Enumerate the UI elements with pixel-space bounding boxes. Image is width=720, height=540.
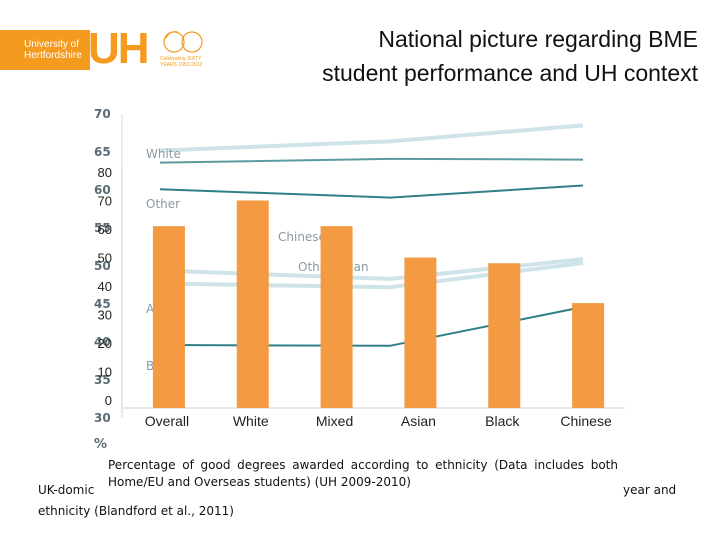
background-caption-left: UK-domic bbox=[38, 483, 95, 497]
background-y-tick-label: 65 bbox=[94, 145, 111, 159]
background-caption-right: year and bbox=[623, 483, 677, 497]
y-tick-label: 70 bbox=[98, 194, 112, 209]
sixty-years-emblem-icon bbox=[163, 31, 203, 53]
chart-caption: Percentage of good degrees awarded accor… bbox=[108, 458, 618, 489]
logo-sixty-text: Celebrating SIXTY YEARS 1952-2012 bbox=[160, 56, 203, 68]
x-tick-label: Asian bbox=[401, 413, 436, 429]
y-tick-label: 60 bbox=[98, 222, 112, 237]
university-logo: University of Hertfordshire UH Celebrati… bbox=[0, 24, 215, 73]
logo-orange-box: University of Hertfordshire bbox=[0, 30, 90, 70]
background-series-line bbox=[159, 157, 584, 164]
background-series-label: White bbox=[146, 147, 181, 161]
bar bbox=[320, 226, 353, 408]
background-y-tick-label: 30 bbox=[94, 411, 111, 425]
background-y-tick-label: 40 bbox=[94, 335, 111, 349]
logo-text: University of Hertfordshire bbox=[24, 39, 82, 61]
bar bbox=[488, 263, 521, 408]
x-tick-label: Mixed bbox=[316, 413, 353, 429]
background-y-tick-label: 35 bbox=[94, 373, 111, 387]
x-tick-label: Black bbox=[485, 413, 520, 429]
x-tick-label: White bbox=[233, 413, 269, 429]
background-series-line bbox=[159, 123, 584, 153]
background-y-unit: % bbox=[94, 437, 107, 452]
title-line2: student performance and UH context bbox=[322, 60, 698, 86]
background-y-tick-label: 50 bbox=[94, 259, 111, 273]
bar bbox=[572, 303, 605, 408]
logo-uh: UH bbox=[88, 24, 150, 73]
background-series-label: Chinese bbox=[278, 230, 326, 244]
title-line1: National picture regarding BME bbox=[378, 26, 698, 52]
background-y-tick-label: 60 bbox=[94, 183, 111, 197]
background-caption-line2: ethnicity (Blandford et al., 2011) bbox=[38, 504, 234, 518]
logo-text-line1: University of bbox=[24, 39, 80, 50]
logo-text-line2: Hertfordshire bbox=[24, 50, 82, 61]
background-series-label: Other bbox=[146, 197, 180, 211]
y-tick-label: 10 bbox=[98, 365, 112, 380]
background-series-line bbox=[159, 184, 584, 199]
background-y-tick-label: 70 bbox=[94, 107, 111, 121]
x-tick-label: Overall bbox=[145, 413, 189, 429]
x-tick-label: Chinese bbox=[560, 413, 612, 429]
y-tick-label: 30 bbox=[98, 308, 112, 323]
background-y-tick-label: 45 bbox=[94, 297, 111, 311]
y-tick-label: 0 bbox=[105, 393, 112, 408]
bar bbox=[236, 200, 269, 408]
y-tick-label: 40 bbox=[98, 279, 112, 294]
y-tick-label: 20 bbox=[98, 336, 112, 351]
page-title: National picture regarding BME student p… bbox=[322, 22, 698, 90]
bar bbox=[152, 226, 185, 408]
bar-chart: 0 10 20 30 40 50 60 70 80 Overall White Mixed Asian B… bbox=[98, 165, 625, 429]
y-tick-label: 50 bbox=[98, 251, 112, 266]
y-tick-label: 80 bbox=[98, 165, 112, 180]
background-y-tick-label: 55 bbox=[94, 221, 111, 235]
bar bbox=[404, 257, 437, 408]
